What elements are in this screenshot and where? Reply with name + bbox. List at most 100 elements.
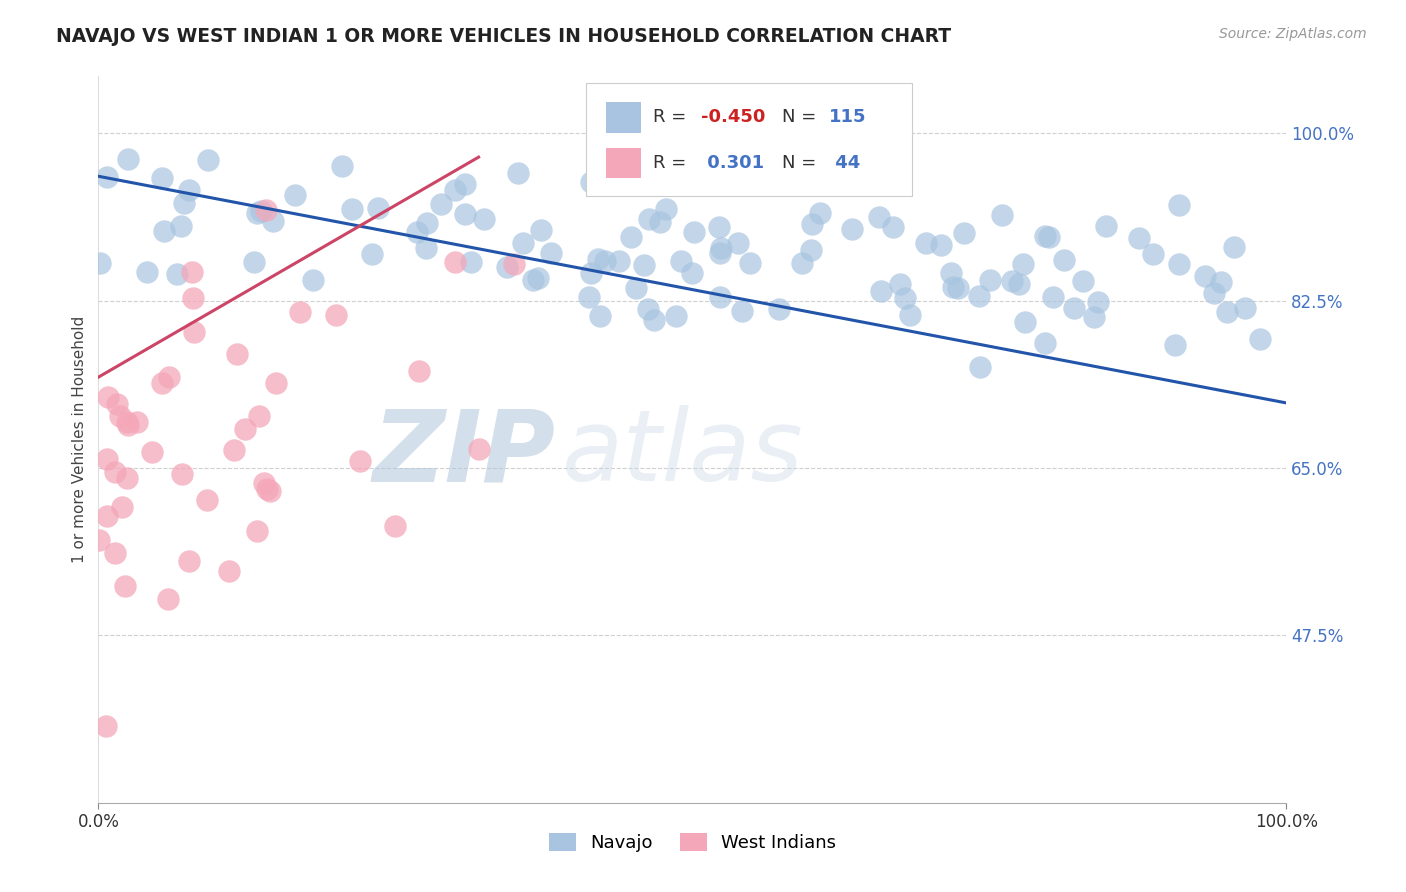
- Point: [1012, 256, 1035, 270]
- Point: [1083, 310, 1105, 325]
- Point: [527, 270, 550, 285]
- Point: [991, 208, 1014, 222]
- Point: [738, 256, 761, 270]
- Point: [841, 221, 863, 235]
- Point: [96, 170, 118, 185]
- Point: [472, 212, 495, 227]
- Point: [633, 258, 655, 272]
- Point: [117, 153, 139, 167]
- Point: [117, 417, 139, 432]
- Point: [247, 409, 270, 423]
- Point: [512, 236, 534, 251]
- Text: 115: 115: [830, 108, 866, 127]
- Point: [429, 197, 451, 211]
- Text: -0.450: -0.450: [700, 108, 765, 127]
- Point: [1164, 338, 1187, 352]
- Point: [969, 359, 991, 374]
- Point: [1249, 332, 1271, 346]
- Point: [340, 202, 363, 217]
- Point: [408, 364, 430, 378]
- Point: [233, 422, 256, 436]
- Point: [1014, 315, 1036, 329]
- Point: [183, 325, 205, 339]
- Point: [530, 222, 553, 236]
- Text: R =: R =: [654, 108, 692, 127]
- Point: [946, 281, 969, 295]
- Point: [150, 376, 173, 391]
- Point: [522, 273, 544, 287]
- Point: [503, 257, 526, 271]
- Point: [1008, 277, 1031, 292]
- Point: [607, 254, 630, 268]
- Point: [454, 207, 477, 221]
- Point: [800, 217, 823, 231]
- Point: [1222, 240, 1244, 254]
- Point: [942, 279, 965, 293]
- Text: atlas: atlas: [562, 405, 803, 502]
- Point: [707, 220, 730, 235]
- Point: [1033, 228, 1056, 243]
- Point: [325, 309, 347, 323]
- Point: [444, 254, 467, 268]
- Point: [495, 260, 517, 274]
- Point: [979, 273, 1001, 287]
- Point: [180, 265, 202, 279]
- Point: [731, 304, 754, 318]
- Point: [1204, 286, 1226, 301]
- Text: 44: 44: [830, 154, 860, 172]
- Point: [682, 225, 704, 239]
- Point: [361, 247, 384, 261]
- Point: [1063, 301, 1085, 316]
- Point: [150, 171, 173, 186]
- Point: [882, 219, 904, 234]
- Point: [108, 409, 131, 423]
- Point: [246, 206, 269, 220]
- Point: [367, 202, 389, 216]
- Point: [681, 266, 703, 280]
- Point: [153, 224, 176, 238]
- Point: [709, 290, 731, 304]
- Point: [406, 225, 429, 239]
- Point: [246, 524, 269, 538]
- Point: [218, 564, 240, 578]
- Text: N =: N =: [782, 108, 821, 127]
- Point: [898, 309, 921, 323]
- Point: [94, 719, 117, 733]
- Point: [349, 454, 371, 468]
- Point: [330, 159, 353, 173]
- Point: [170, 219, 193, 233]
- Point: [141, 444, 163, 458]
- Point: [114, 578, 136, 592]
- Point: [710, 241, 733, 255]
- FancyBboxPatch shape: [585, 83, 912, 195]
- Point: [256, 483, 278, 497]
- Point: [173, 195, 195, 210]
- Point: [243, 255, 266, 269]
- Point: [125, 415, 148, 429]
- Point: [870, 285, 893, 299]
- Point: [115, 415, 138, 429]
- Point: [172, 467, 194, 482]
- Point: [226, 347, 249, 361]
- Point: [89, 255, 111, 269]
- Point: [166, 267, 188, 281]
- Point: [156, 591, 179, 606]
- Point: [1095, 219, 1118, 233]
- Point: [939, 266, 962, 280]
- Point: [115, 471, 138, 485]
- Point: [104, 547, 127, 561]
- Point: [665, 310, 688, 324]
- Point: [159, 370, 181, 384]
- Point: [1233, 301, 1256, 315]
- Point: [589, 310, 612, 324]
- Text: Source: ZipAtlas.com: Source: ZipAtlas.com: [1219, 27, 1367, 41]
- Point: [177, 183, 200, 197]
- Point: [624, 281, 647, 295]
- Point: [444, 182, 467, 196]
- Point: [259, 483, 281, 498]
- Point: [454, 177, 477, 191]
- Point: [262, 214, 284, 228]
- Point: [384, 518, 406, 533]
- Point: [1128, 231, 1150, 245]
- Point: [1033, 336, 1056, 351]
